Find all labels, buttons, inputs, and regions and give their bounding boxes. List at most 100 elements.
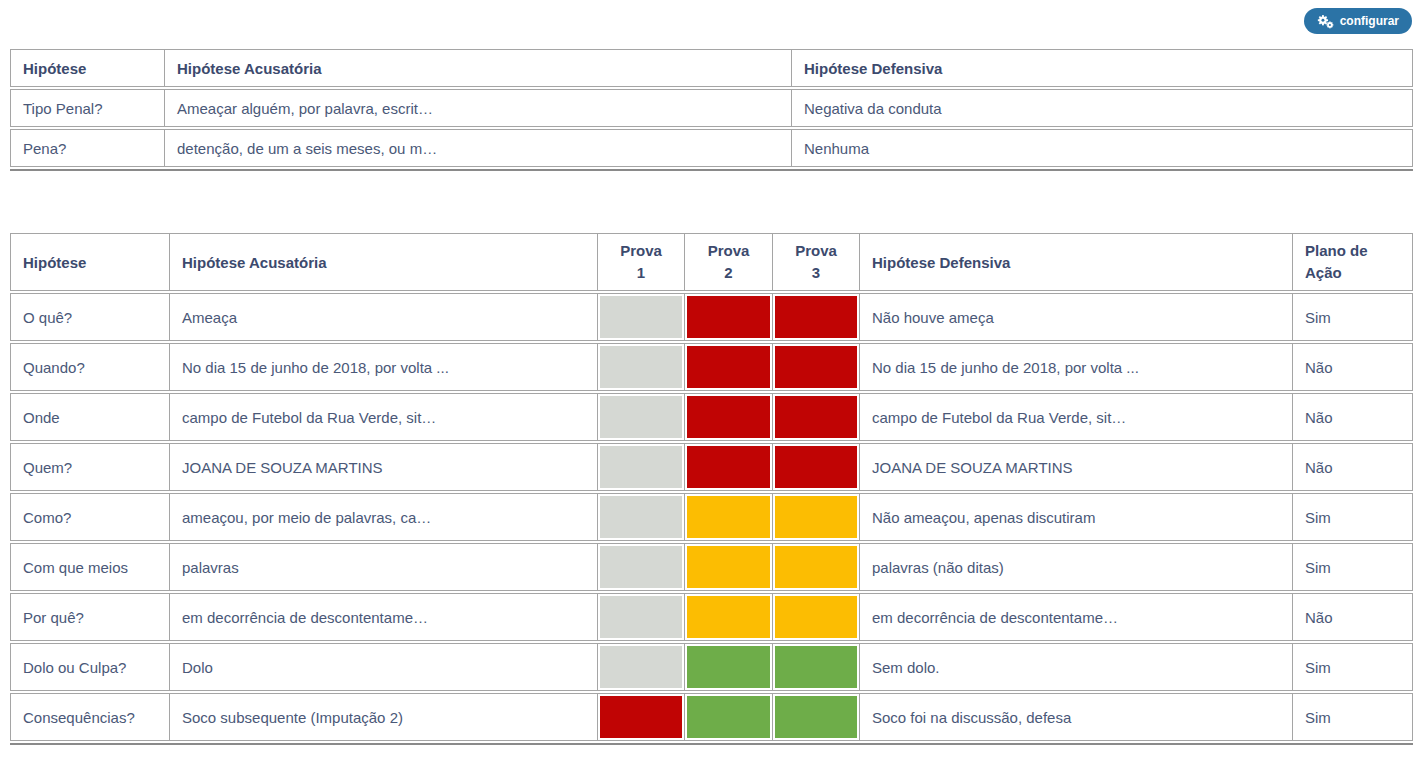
cell-prova-1 [598,693,685,741]
cell-prova-3 [773,343,860,391]
evidence-status-swatch-red[interactable] [687,396,770,438]
evidence-status-swatch-red[interactable] [687,296,770,338]
evidence-status-swatch-gray[interactable] [600,546,682,588]
cell-plano-de-acao[interactable]: Sim [1293,543,1413,591]
cell-prova-3 [773,693,860,741]
cell-prova-3 [773,593,860,641]
evidence-status-swatch-red[interactable] [775,446,857,488]
cell-prova-3 [773,493,860,541]
cell-plano-de-acao[interactable]: Sim [1293,693,1413,741]
cell-hipotese: Como? [10,493,170,541]
cell-plano-de-acao[interactable]: Sim [1293,293,1413,341]
cell-hipotese-acusatoria[interactable]: No dia 15 de junho de 2018, por volta ..… [170,343,598,391]
cell-hipotese: O quê? [10,293,170,341]
cell-hipotese: Onde [10,393,170,441]
cell-hipotese-defensiva[interactable]: em decorrência de descontentame… [860,593,1293,641]
hypothesis-row: Consequências? Soco subsequente (Imputaç… [10,693,1413,741]
cell-hipotese-acusatoria[interactable]: detenção, de um a seis meses, ou m… [165,129,792,167]
cell-plano-de-acao[interactable]: Não [1293,593,1413,641]
evidence-status-swatch-red[interactable] [775,346,857,388]
cell-hipotese-defensiva[interactable]: No dia 15 de junho de 2018, por volta ..… [860,343,1293,391]
penal-type-table: Hipótese Hipótese Acusatória Hipótese De… [10,47,1413,171]
evidence-status-swatch-red[interactable] [687,446,770,488]
gears-icon [1317,14,1334,29]
cell-prova-1 [598,393,685,441]
evidence-status-swatch-gray[interactable] [600,446,682,488]
evidence-status-swatch-yellow[interactable] [775,496,857,538]
evidence-status-swatch-gray[interactable] [600,296,682,338]
column-header-prova-3: Prova 3 [773,233,860,291]
cell-hipotese-acusatoria[interactable]: Soco subsequente (Imputação 2) [170,693,598,741]
cell-hipotese: Por quê? [10,593,170,641]
cell-plano-de-acao[interactable]: Sim [1293,493,1413,541]
cell-prova-3 [773,443,860,491]
cell-hipotese-defensiva[interactable]: JOANA DE SOUZA MARTINS [860,443,1293,491]
cell-hipotese-acusatoria[interactable]: ameaçou, por meio de palavras, ca… [170,493,598,541]
header-row: Hipótese Hipótese Acusatória Prova 1 Pro… [10,233,1413,291]
hypothesis-row: Quando? No dia 15 de junho de 2018, por … [10,343,1413,391]
evidence-status-swatch-yellow[interactable] [687,496,770,538]
cell-hipotese: Dolo ou Culpa? [10,643,170,691]
cell-prova-1 [598,643,685,691]
column-header-plano-de-acao: Plano de Ação [1293,233,1413,291]
cell-plano-de-acao[interactable]: Não [1293,343,1413,391]
evidence-status-swatch-green[interactable] [775,646,857,688]
column-header-hipotese-defensiva: Hipótese Defensiva [792,49,1413,87]
evidence-status-swatch-red[interactable] [687,346,770,388]
cell-hipotese-acusatoria[interactable]: Ameaça [170,293,598,341]
cell-hipotese-defensiva[interactable]: palavras (não ditas) [860,543,1293,591]
cell-prova-1 [598,543,685,591]
cell-hipotese-acusatoria[interactable]: em decorrência de descontentame… [170,593,598,641]
evidence-status-swatch-gray[interactable] [600,646,682,688]
cell-hipotese-defensiva[interactable]: Nenhuma [792,129,1413,167]
hypothesis-row: Por quê? em decorrência de descontentame… [10,593,1413,641]
hypothesis-row: Com que meios palavras palavras (não dit… [10,543,1413,591]
cell-prova-2 [685,443,773,491]
cell-hipotese-defensiva[interactable]: Sem dolo. [860,643,1293,691]
configure-button[interactable]: configurar [1304,8,1412,34]
evidence-status-swatch-red[interactable] [775,396,857,438]
cell-hipotese-defensiva[interactable]: campo de Futebol da Rua Verde, sit… [860,393,1293,441]
cell-plano-de-acao[interactable]: Não [1293,443,1413,491]
cell-prova-3 [773,293,860,341]
evidence-status-swatch-green[interactable] [687,646,770,688]
evidence-status-swatch-yellow[interactable] [687,596,770,638]
cell-prova-3 [773,543,860,591]
evidence-status-swatch-gray[interactable] [600,396,682,438]
cell-hipotese-defensiva[interactable]: Não ameaçou, apenas discutiram [860,493,1293,541]
cell-hipotese-acusatoria[interactable]: palavras [170,543,598,591]
evidence-status-swatch-yellow[interactable] [687,546,770,588]
cell-prova-1 [598,293,685,341]
cell-prova-2 [685,493,773,541]
cell-prova-2 [685,543,773,591]
hypothesis-row: Dolo ou Culpa? Dolo Sem dolo. Sim [10,643,1413,691]
evidence-status-swatch-green[interactable] [775,696,857,738]
cell-prova-2 [685,293,773,341]
evidence-status-swatch-gray[interactable] [600,496,682,538]
evidence-status-swatch-gray[interactable] [600,596,682,638]
cell-hipotese-acusatoria[interactable]: Ameaçar alguém, por palavra, escrit… [165,89,792,127]
cell-hipotese-defensiva[interactable]: Não houve ameça [860,293,1293,341]
cell-prova-2 [685,393,773,441]
cell-hipotese-acusatoria[interactable]: JOANA DE SOUZA MARTINS [170,443,598,491]
evidence-status-swatch-red[interactable] [600,696,682,738]
cell-prova-2 [685,343,773,391]
cell-plano-de-acao[interactable]: Não [1293,393,1413,441]
case-analysis-page: configurar Hipótese Hipótese Acusatória … [0,0,1426,760]
cell-hipotese-acusatoria[interactable]: Dolo [170,643,598,691]
evidence-status-swatch-gray[interactable] [600,346,682,388]
cell-plano-de-acao[interactable]: Sim [1293,643,1413,691]
column-header-hipotese: Hipótese [10,233,170,291]
hypothesis-row: O quê? Ameaça Não houve ameça Sim [10,293,1413,341]
evidence-status-swatch-red[interactable] [775,296,857,338]
penal-type-row: Pena? detenção, de um a seis meses, ou m… [10,129,1413,167]
cell-hipotese-defensiva[interactable]: Soco foi na discussão, defesa [860,693,1293,741]
cell-hipotese: Com que meios [10,543,170,591]
evidence-status-swatch-green[interactable] [687,696,770,738]
cell-prova-1 [598,593,685,641]
cell-hipotese-acusatoria[interactable]: campo de Futebol da Rua Verde, sit… [170,393,598,441]
evidence-status-swatch-yellow[interactable] [775,596,857,638]
configure-button-label: configurar [1340,14,1399,28]
evidence-status-swatch-yellow[interactable] [775,546,857,588]
cell-hipotese-defensiva[interactable]: Negativa da conduta [792,89,1413,127]
